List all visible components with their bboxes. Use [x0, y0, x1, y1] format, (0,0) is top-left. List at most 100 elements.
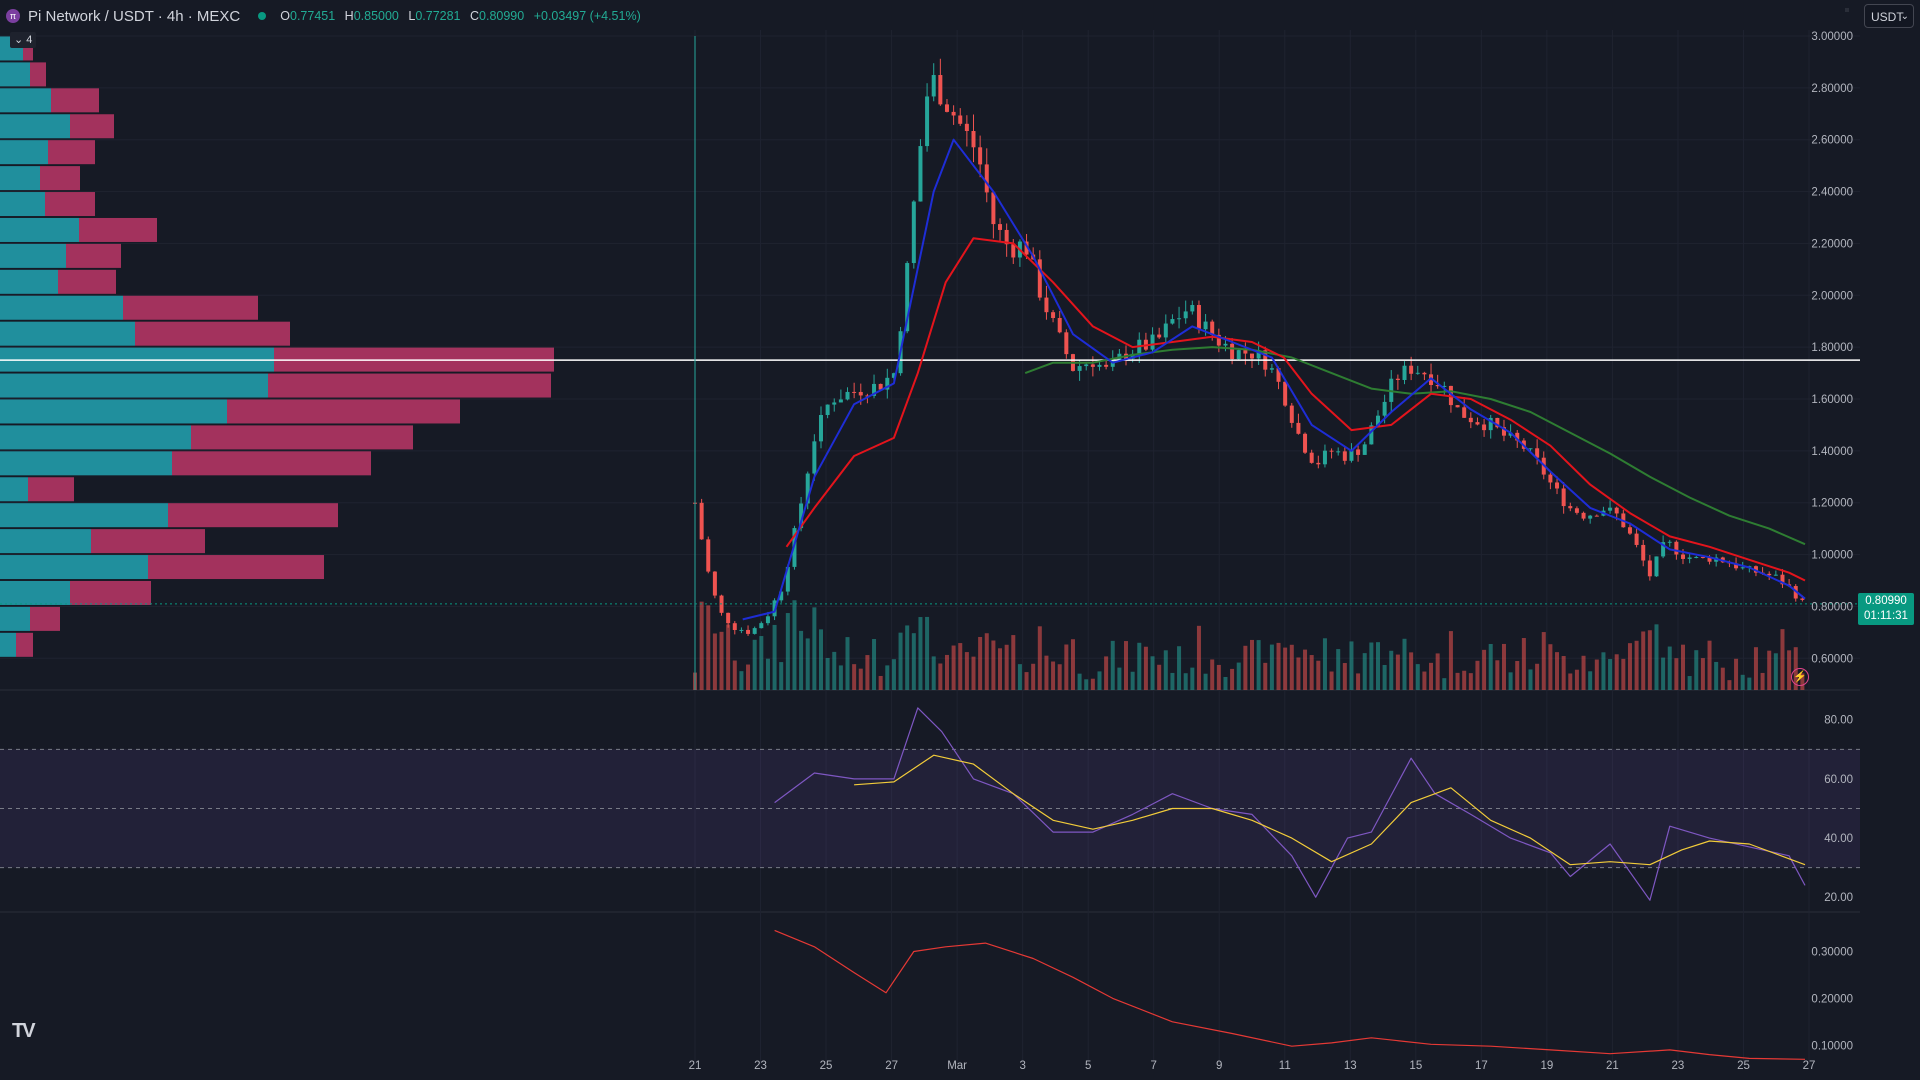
volume-bar: [1329, 671, 1334, 690]
candle-body: [832, 402, 837, 405]
candle-body: [1495, 417, 1500, 428]
volume-bar: [998, 648, 1003, 690]
candle-body: [1647, 560, 1652, 577]
volume-bar: [1681, 644, 1686, 690]
time-axis-label: 9: [1216, 1060, 1222, 1072]
candle-body: [712, 571, 717, 596]
volume-bar: [1064, 644, 1069, 690]
profile-sell-bar: [268, 373, 551, 398]
volume-bar: [885, 665, 890, 690]
volume-bars: [693, 600, 1805, 690]
candle-body: [1196, 305, 1201, 330]
profile-sell-bar: [16, 632, 33, 657]
volume-bar: [1667, 646, 1672, 690]
volume-bar: [1634, 640, 1639, 690]
candle-body: [1767, 573, 1772, 576]
tradingview-logo-icon[interactable]: TV: [12, 1020, 36, 1042]
candle-body: [984, 164, 989, 193]
volume-bar: [872, 639, 877, 690]
candle-body: [1269, 368, 1274, 370]
profile-sell-bar: [70, 580, 151, 605]
volume-bar: [1051, 661, 1056, 690]
volume-bar: [1568, 673, 1573, 690]
candle-body: [1104, 364, 1109, 367]
volume-bar: [799, 630, 804, 690]
candle-body: [1627, 527, 1632, 534]
candle-body: [1177, 318, 1182, 320]
lightning-icon[interactable]: ⚡: [1791, 668, 1809, 686]
volume-bar: [1170, 672, 1175, 690]
volume-bar: [1594, 659, 1599, 690]
rsi-ma-line: [854, 754, 1806, 866]
price-axis-label: 2.40000: [1811, 187, 1853, 199]
volume-bar: [1183, 673, 1188, 690]
profile-buy-bar: [0, 373, 268, 398]
symbol-title[interactable]: Pi Network / USDT · 4h · MEXC: [28, 7, 241, 25]
candle-body: [964, 123, 969, 131]
volume-bar: [1336, 649, 1341, 690]
high-value: 0.85000: [353, 9, 399, 23]
candle-body: [1661, 542, 1666, 557]
time-axis-label: 23: [754, 1060, 767, 1072]
volume-bar: [699, 601, 704, 690]
profile-buy-bar: [0, 451, 172, 476]
candle-body: [925, 96, 930, 147]
volume-bar: [958, 643, 963, 690]
rsi-axis-label: 60.00: [1824, 774, 1853, 786]
symbol-header[interactable]: π Pi Network / USDT · 4h · MEXC O0.77451…: [6, 6, 641, 26]
candle-body: [785, 566, 790, 592]
volume-bar: [1283, 647, 1288, 690]
volume-bar: [818, 629, 823, 690]
time-axis-label: 21: [689, 1060, 702, 1072]
volume-bar: [1714, 661, 1719, 690]
time-axis-label: 13: [1344, 1060, 1357, 1072]
profile-buy-bar: [0, 192, 45, 217]
volume-bar: [1654, 624, 1659, 690]
candle-body: [1051, 312, 1056, 318]
candle-body: [1216, 334, 1221, 346]
candle-body: [1753, 566, 1758, 573]
candle-body: [1455, 405, 1460, 408]
ema-slow-line: [1024, 346, 1806, 546]
volume-bar: [1773, 653, 1778, 690]
volume-bar: [1150, 656, 1155, 690]
volume-bar: [1780, 629, 1785, 690]
currency-select[interactable]: USDT ⌄: [1864, 4, 1914, 28]
volume-bar: [1303, 649, 1308, 690]
more-icon[interactable]: [1845, 8, 1849, 12]
volume-bar: [1528, 669, 1533, 690]
time-axis-label: 27: [1803, 1060, 1816, 1072]
profile-sell-bar: [70, 114, 114, 139]
candle-body: [1773, 574, 1778, 576]
volume-bar: [1382, 664, 1387, 690]
volume-bar: [1687, 676, 1692, 690]
volume-bar: [1442, 678, 1447, 690]
candle-body: [1422, 372, 1427, 375]
volume-bar: [1787, 650, 1792, 690]
price-axis-label: 3.00000: [1811, 31, 1853, 43]
candle-body: [944, 104, 949, 112]
candle-body: [1250, 353, 1254, 359]
candle-body: [1375, 415, 1380, 426]
volume-bar: [1117, 667, 1122, 690]
volume-bar: [1574, 669, 1579, 690]
profile-buy-bar: [0, 606, 30, 631]
candle-body: [1588, 515, 1593, 519]
indicator-collapse-button[interactable]: ⌄ 4: [10, 32, 37, 48]
profile-sell-bar: [191, 425, 413, 450]
candle-body: [1157, 334, 1162, 338]
candle-body: [1740, 567, 1745, 569]
volume-bar: [1130, 671, 1135, 690]
volume-bar: [1163, 650, 1168, 690]
close-value: 0.80990: [479, 9, 525, 23]
candle-body: [1654, 556, 1659, 577]
volume-bar: [1316, 660, 1321, 690]
profile-sell-bar: [45, 192, 95, 217]
candle-body: [1044, 297, 1049, 313]
candle-body: [1322, 450, 1327, 465]
candle-body: [1402, 365, 1407, 381]
candle-body: [1356, 449, 1361, 455]
candle-body: [1190, 305, 1195, 312]
volume-bar: [1734, 658, 1739, 690]
